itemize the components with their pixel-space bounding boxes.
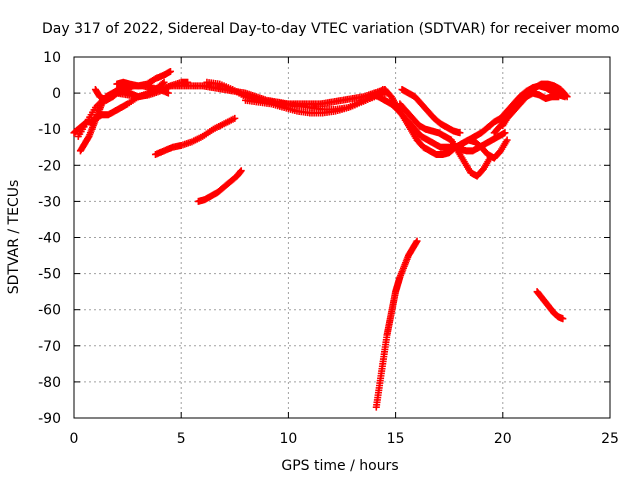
- y-tick-label: -90: [38, 411, 61, 427]
- series-arc18: [372, 237, 421, 411]
- data-point: [164, 89, 172, 97]
- series-arc13: [398, 85, 464, 137]
- data-point: [559, 315, 567, 323]
- x-axis-label: GPS time / hours: [281, 458, 398, 474]
- y-tick-label: -20: [38, 158, 61, 174]
- data-point: [562, 92, 570, 100]
- x-tick-label: 25: [601, 431, 619, 447]
- y-tick-label: -40: [38, 231, 61, 247]
- x-tick-label: 10: [279, 431, 297, 447]
- series-arc12: [396, 100, 494, 180]
- y-tick-label: -30: [38, 194, 61, 210]
- series-arc5: [113, 67, 174, 90]
- y-tick-label: 10: [43, 50, 61, 66]
- data-point: [563, 93, 571, 101]
- series-arc4: [91, 78, 168, 104]
- data-point: [503, 136, 511, 144]
- y-tick-label: -80: [38, 375, 61, 391]
- y-tick-label: 0: [52, 86, 61, 102]
- data-point: [231, 114, 239, 122]
- axis-ticks: 0 5 10 15 20 25 -90 -80 -70 -60 -50 -40 -30 -20 -10 0 10: [38, 50, 619, 447]
- data-point: [166, 67, 174, 75]
- data-point: [184, 78, 192, 86]
- data-point: [486, 154, 494, 162]
- x-tick-label: 15: [387, 431, 405, 447]
- y-axis-label: SDTVAR / TECUs: [6, 180, 22, 295]
- series-arc6: [151, 114, 239, 158]
- y-tick-label: -50: [38, 267, 61, 283]
- series-arc7: [194, 167, 245, 205]
- data-point: [501, 129, 509, 137]
- y-tick-label: -70: [38, 339, 61, 355]
- series-arc17: [533, 288, 567, 323]
- data-point: [413, 237, 421, 245]
- data-point: [159, 79, 167, 87]
- data-point: [237, 167, 245, 175]
- data-points: [70, 67, 571, 411]
- data-point: [456, 129, 464, 137]
- grid-lines: [74, 57, 610, 418]
- y-tick-label: -10: [38, 122, 61, 138]
- chart-title: Day 317 of 2022, Sidereal Day-to-day VTE…: [42, 21, 620, 37]
- x-tick-label: 20: [494, 431, 512, 447]
- series-arc16: [499, 80, 571, 130]
- x-tick-label: 5: [177, 431, 186, 447]
- x-tick-label: 0: [70, 431, 79, 447]
- data-point: [555, 93, 563, 101]
- data-point: [160, 78, 168, 86]
- y-tick-label: -60: [38, 303, 61, 319]
